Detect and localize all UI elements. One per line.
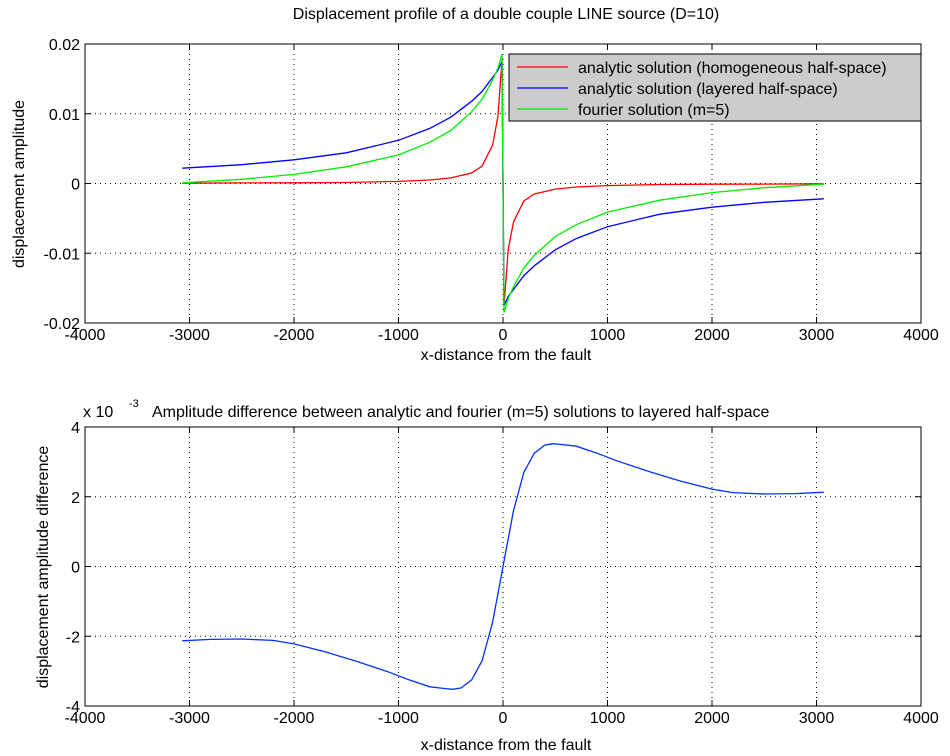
bottom-chart-title: Amplitude difference between analytic an… (152, 404, 769, 421)
y-tick-label: 4 (71, 420, 80, 437)
top-chart-title: Displacement profile of a double couple … (293, 6, 719, 23)
legend-label-layered: analytic solution (layered half-space) (578, 81, 838, 98)
top-chart-legend: analytic solution (homogeneous half-spac… (508, 53, 922, 122)
x-tick-label: -4000 (65, 327, 106, 344)
x-tick-label: -4000 (65, 710, 106, 727)
bottom-chart-ylabel: displacement amplitude difference (35, 446, 52, 689)
y-tick-label: 0.02 (49, 37, 80, 54)
y-tick-label: 2 (71, 490, 80, 507)
y-tick-label: -0.01 (44, 246, 81, 263)
x-tick-label: 1000 (590, 327, 626, 344)
bottom-chart-xlabel: x-distance from the fault (421, 737, 592, 754)
top-chart-ticks: -4000 -3000 -2000 -1000 0 1000 2000 3000 4000 -0.… (44, 37, 939, 344)
series-line-2 (182, 54, 824, 313)
x-tick-label: 3000 (799, 710, 835, 727)
top-chart-series (182, 54, 824, 313)
y-tick-label: 0.01 (49, 107, 80, 124)
x-tick-label: -3000 (169, 710, 210, 727)
bottom-chart-series (182, 443, 824, 690)
y-tick-label: -2 (66, 629, 80, 646)
x-tick-label: 1000 (590, 710, 626, 727)
x-tick-label: -2000 (274, 327, 315, 344)
x-tick-label: -1000 (378, 327, 419, 344)
y-tick-label: 0 (71, 177, 80, 194)
legend-label-fourier: fourier solution (m=5) (578, 102, 730, 119)
bottom-chart-ticks: -4000 -3000 -2000 -1000 0 1000 2000 3000 4000 -4 -… (65, 420, 939, 727)
x-tick-label: 2000 (694, 710, 730, 727)
x-tick-label: -3000 (169, 327, 210, 344)
top-chart-xlabel: x-distance from the fault (421, 347, 592, 364)
y-tick-label: -0.02 (44, 316, 81, 333)
legend-box (508, 53, 922, 122)
legend-label-homogeneous: analytic solution (homogeneous half-spac… (578, 60, 887, 77)
top-chart-frame (84, 43, 922, 324)
x-tick-label: 0 (499, 327, 508, 344)
bottom-chart-frame (84, 426, 922, 707)
top-chart-ylabel: displacement amplitude (11, 100, 28, 268)
x-tick-label: -1000 (378, 710, 419, 727)
top-chart: Displacement profile of a double couple … (11, 6, 939, 364)
x-tick-label: 0 (499, 710, 508, 727)
y-tick-label: 0 (71, 560, 80, 577)
y-tick-label: -4 (66, 699, 80, 716)
bottom-chart-scale-exponent: -3 (129, 398, 139, 410)
x-tick-label: 4000 (903, 710, 939, 727)
x-tick-label: 2000 (694, 327, 730, 344)
x-tick-label: -2000 (274, 710, 315, 727)
x-tick-label: 3000 (799, 327, 835, 344)
bottom-chart: x 10 -3 Amplitude difference between ana… (35, 398, 939, 754)
x-tick-label: 4000 (903, 327, 939, 344)
bottom-chart-scale-label: x 10 (83, 404, 113, 421)
series-line-0 (182, 443, 824, 690)
